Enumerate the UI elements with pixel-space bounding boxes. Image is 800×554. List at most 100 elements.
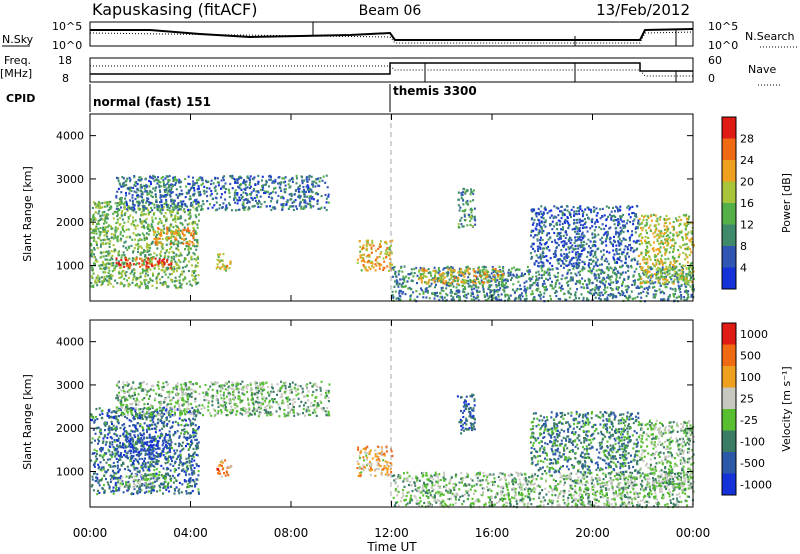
power-cell [688, 270, 691, 273]
power-cell [588, 267, 591, 270]
power-cell [273, 187, 275, 190]
power-colorbar-tick: 8 [740, 240, 747, 253]
power-cell [558, 237, 561, 241]
power-cell [641, 258, 644, 261]
power-cell [657, 229, 660, 232]
power-cell [635, 286, 638, 289]
power-cell [185, 245, 188, 248]
power-cell [171, 250, 174, 253]
power-cell [174, 199, 176, 202]
power-cell [391, 290, 394, 293]
power-cell [360, 260, 363, 263]
power-cell [656, 273, 659, 276]
power-cell [151, 216, 154, 219]
power-cell [440, 289, 443, 292]
power-cell [223, 185, 226, 188]
power-cell [166, 226, 169, 229]
power-cell [568, 296, 571, 299]
power-cell [158, 206, 161, 209]
velocity-cell [151, 418, 154, 421]
power-cell [152, 228, 155, 231]
power-cell [259, 195, 262, 198]
power-cell [623, 248, 626, 251]
power-cell [619, 218, 622, 221]
power-cell [264, 183, 267, 186]
power-cell [157, 241, 160, 245]
power-cell [90, 220, 93, 223]
power-cell [601, 223, 604, 226]
power-cell [663, 298, 666, 301]
power-cell [614, 210, 616, 213]
power-cell [162, 282, 165, 285]
power-cell [246, 186, 249, 189]
power-cell [669, 266, 672, 269]
power-cell [160, 177, 163, 180]
power-cell [242, 191, 245, 194]
power-cell [557, 262, 560, 265]
power-cell [666, 298, 669, 301]
power-cell [153, 267, 156, 270]
power-cell [567, 222, 570, 225]
power-cell [460, 274, 463, 277]
power-cell [541, 216, 544, 219]
power-cell [649, 275, 652, 278]
power-cell [686, 236, 689, 239]
power-cell [164, 281, 167, 284]
velocity-cell [161, 444, 164, 447]
power-cell [646, 269, 649, 272]
power-cell [165, 189, 168, 192]
power-cell [662, 243, 665, 246]
nave-line [90, 65, 693, 77]
power-cell [143, 219, 146, 222]
power-cell [135, 257, 138, 260]
power-cell [594, 245, 597, 248]
power-cell [685, 254, 688, 257]
power-cell [395, 283, 398, 286]
power-cell [476, 294, 479, 297]
power-cell [648, 241, 651, 244]
power-colorbar-segment [722, 181, 736, 203]
power-cell [580, 241, 583, 244]
power-cell [524, 288, 527, 291]
power-cell [459, 219, 462, 222]
power-cell [492, 270, 495, 274]
power-cell [582, 286, 585, 289]
power-cell [574, 236, 577, 239]
power-cell [132, 273, 135, 276]
power-cell [668, 264, 671, 267]
power-cell [613, 235, 615, 238]
power-cell [457, 279, 459, 282]
power-cell [465, 293, 468, 296]
power-cell [140, 225, 143, 229]
power-cell [645, 253, 647, 257]
velocity-cell [180, 444, 183, 447]
power-cell [104, 228, 106, 231]
power-cell [426, 291, 429, 294]
power-cell [112, 217, 115, 220]
power-cell [415, 290, 418, 293]
power-cell [458, 284, 461, 287]
power-cell [307, 188, 310, 191]
power-cell [612, 249, 615, 252]
power-cell [580, 233, 583, 236]
power-cell [164, 273, 167, 276]
power-cell [178, 279, 181, 282]
power-cell [680, 218, 683, 222]
power-cell [119, 233, 122, 236]
power-cell [116, 215, 119, 218]
power-cell [143, 236, 146, 240]
power-cell [126, 279, 129, 282]
power-cell [576, 238, 579, 242]
power-cell [569, 279, 572, 282]
power-cell [194, 274, 197, 277]
power-cell [105, 217, 108, 220]
power-cell [645, 286, 648, 290]
power-cell [131, 257, 134, 260]
power-cell [437, 267, 440, 270]
power-cell [573, 218, 576, 222]
power-cell [661, 261, 664, 264]
velocity-cell [138, 413, 141, 417]
power-cell [575, 274, 578, 277]
power-cell [619, 215, 622, 218]
power-cell [225, 269, 227, 272]
